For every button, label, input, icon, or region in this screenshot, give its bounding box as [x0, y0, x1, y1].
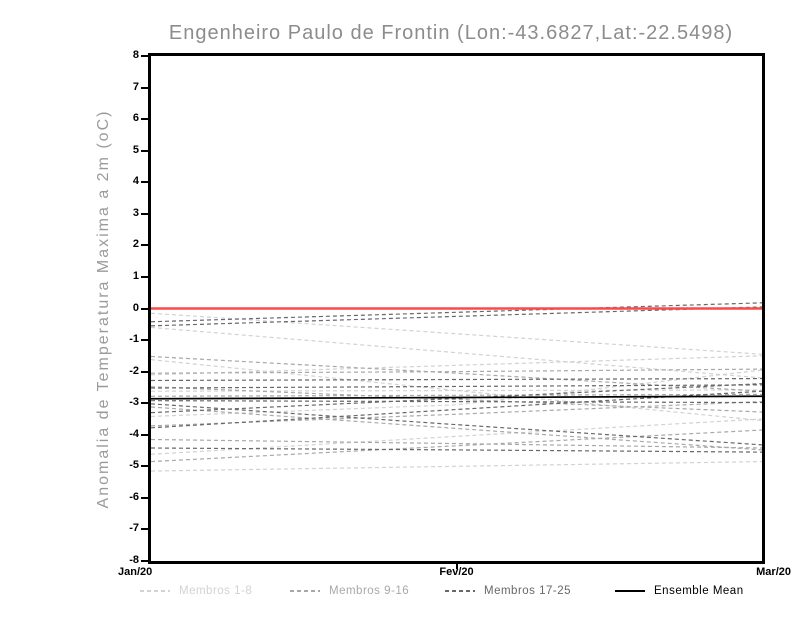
member-4-line	[151, 355, 762, 376]
legend-dash-sample-dark	[445, 590, 475, 592]
y-tick-mark	[141, 528, 148, 531]
member-22-line	[151, 383, 762, 414]
member-25-line	[151, 447, 762, 453]
plot-area	[148, 53, 765, 564]
y-tick-mark	[141, 402, 148, 405]
legend-item-membros-9-16: Membros 9-16	[290, 584, 409, 598]
y-tick-mark	[141, 181, 148, 184]
y-tick-mark	[141, 307, 148, 310]
member-12-line	[151, 393, 762, 397]
member-20-line	[151, 384, 762, 389]
y-tick-mark	[141, 212, 148, 215]
legend-solid-sample	[615, 590, 645, 592]
y-tick-mark	[141, 465, 148, 468]
y-tick-label: 0	[132, 301, 139, 314]
member-10-line	[151, 368, 762, 374]
y-tick-label: -6	[129, 490, 139, 503]
y-tick-label: -5	[129, 459, 139, 472]
y-tick-mark	[141, 275, 148, 278]
chart-title: Engenheiro Paulo de Frontin (Lon:-43.682…	[168, 22, 734, 44]
y-tick-label: 2	[132, 238, 139, 251]
legend-label: Ensemble Mean	[654, 585, 744, 597]
y-tick-mark	[141, 433, 148, 436]
y-tick-label: 3	[132, 206, 139, 219]
member-21-line	[151, 400, 762, 404]
y-tick-label: 7	[132, 80, 139, 93]
legend-label: Membros 1-8	[179, 585, 253, 597]
y-tick-mark	[141, 118, 148, 121]
y-tick-mark	[141, 244, 148, 247]
x-tick-label-mar: Mar/20	[756, 566, 791, 578]
member-13-line	[151, 406, 762, 451]
member-3-line	[151, 359, 762, 422]
legend-label: Membros 17-25	[484, 585, 572, 597]
member-18-line	[151, 306, 762, 327]
y-tick-label: 4	[132, 175, 139, 188]
y-tick-mark	[141, 149, 148, 152]
x-tick-label-fev: Fev/20	[439, 566, 474, 578]
x-tick-label-jan: Jan/20	[118, 566, 153, 578]
member-6-line	[151, 369, 762, 418]
y-tick-label: -7	[129, 522, 139, 535]
legend-label: Membros 9-16	[329, 585, 410, 597]
legend-item-membros-1-8: Membros 1-8	[140, 584, 252, 598]
y-tick-label: 6	[132, 112, 139, 125]
y-tick-label: 1	[132, 269, 139, 282]
y-tick-mark	[141, 55, 148, 57]
member-8-line	[151, 460, 762, 472]
legend-dash-sample-light	[140, 590, 170, 592]
series-canvas	[151, 302, 762, 472]
y-tick-label: -1	[129, 333, 139, 346]
member-17-line	[151, 302, 762, 323]
y-tick-mark	[141, 560, 148, 562]
ensemble-mean-line	[151, 395, 762, 400]
y-tick-label: -8	[129, 554, 139, 566]
member-9-line	[151, 355, 762, 392]
y-tick-mark	[141, 496, 148, 499]
legend-dash-sample-medium	[290, 590, 320, 592]
y-tick-mark	[141, 370, 148, 373]
member-16-line	[151, 429, 762, 463]
legend-item-ensemble-mean: Ensemble Mean	[615, 584, 744, 598]
y-tick-mark	[141, 86, 148, 89]
y-tick-label: -4	[129, 427, 139, 440]
y-tick-mark	[141, 339, 148, 342]
legend-item-membros-17-25: Membros 17-25	[445, 584, 571, 598]
x-tick-mark-fev	[455, 564, 458, 569]
member-19-line	[151, 377, 762, 382]
y-tick-label: 8	[132, 49, 139, 61]
y-tick-label: 5	[132, 143, 139, 156]
member-15-line	[151, 438, 762, 449]
member-11-line	[151, 386, 762, 413]
y-tick-label: -3	[129, 396, 139, 409]
y-tick-label: -2	[129, 364, 139, 377]
